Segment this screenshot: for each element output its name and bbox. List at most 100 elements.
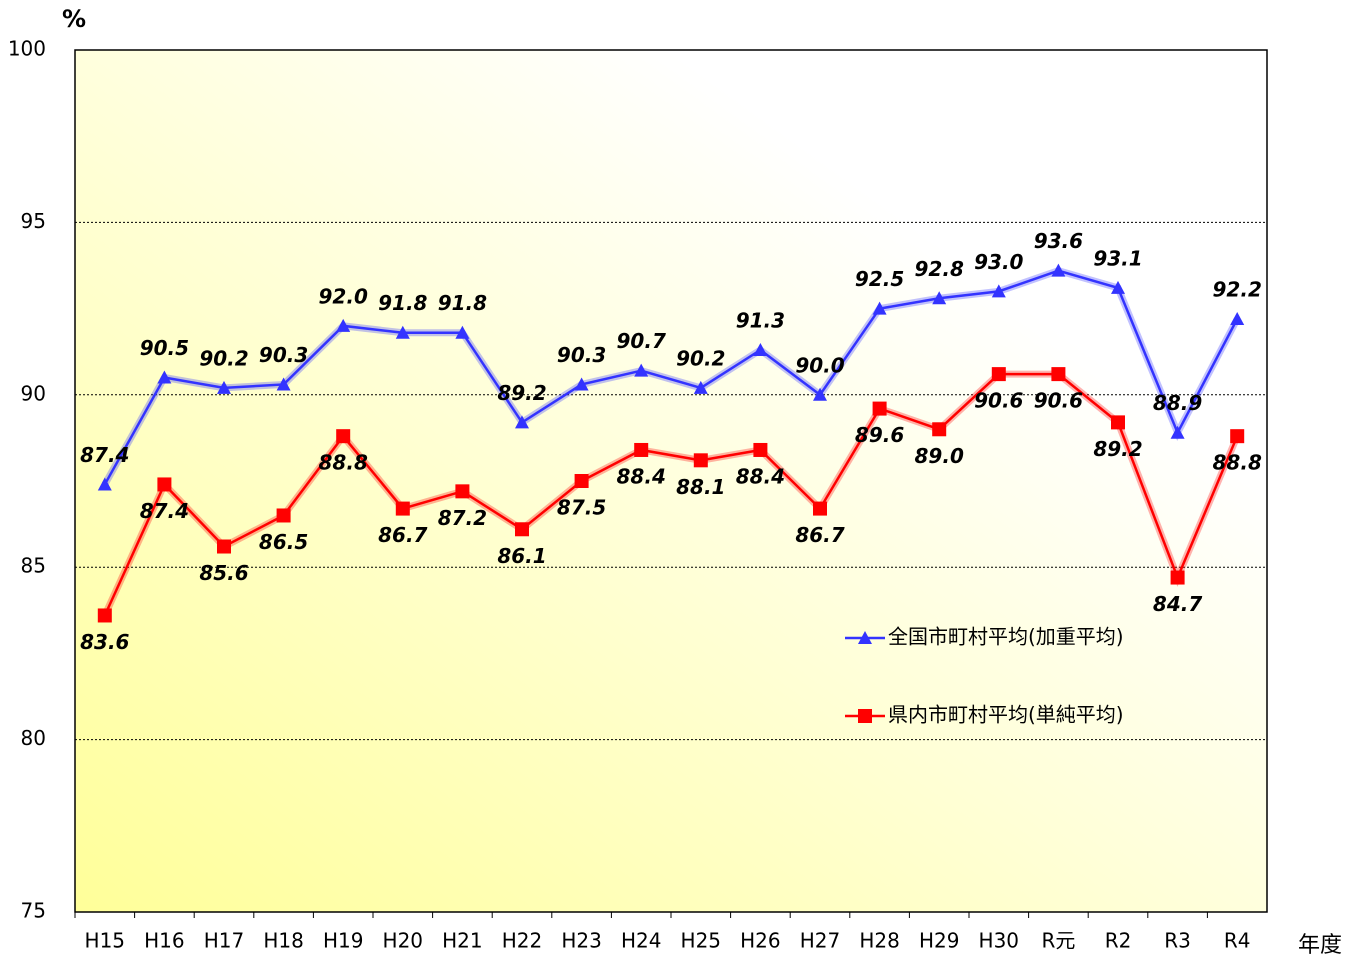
marker: [455, 484, 470, 499]
marker: [858, 631, 872, 644]
marker: [753, 342, 768, 356]
marker: [1111, 415, 1125, 430]
data-label: 92.8: [915, 257, 964, 281]
marker: [1230, 311, 1245, 325]
marker: [455, 325, 470, 339]
data-label: 89.6: [855, 423, 904, 447]
data-label: 86.7: [795, 523, 844, 547]
marker: [634, 442, 649, 457]
x-tick-label: H29: [919, 929, 960, 953]
marker: [1051, 367, 1066, 382]
data-label: 88.8: [319, 451, 368, 475]
data-label: 87.5: [557, 496, 606, 520]
x-tick-label: R2: [1105, 929, 1132, 953]
marker: [813, 501, 827, 516]
y-tick-label: 100: [8, 37, 46, 61]
x-tick-label: H24: [621, 929, 662, 953]
data-label: 88.1: [676, 475, 725, 499]
marker: [515, 415, 529, 429]
y-axis-label: %: [62, 5, 86, 33]
marker: [217, 539, 231, 554]
marker: [1051, 263, 1066, 277]
x-tick-label: R元: [1041, 929, 1075, 953]
marker: [872, 401, 887, 416]
data-label: 93.1: [1093, 246, 1142, 270]
x-tick-label: H19: [323, 929, 364, 953]
data-label: 86.7: [378, 523, 427, 547]
x-axis-label: 年度: [1298, 933, 1342, 958]
marker: [991, 367, 1006, 382]
x-tick-label: H27: [800, 929, 841, 953]
x-tick-label: H26: [740, 929, 781, 953]
x-tick-label: R3: [1164, 929, 1191, 953]
marker: [336, 429, 351, 444]
marker: [1170, 570, 1185, 585]
data-label: 91.8: [438, 291, 487, 315]
data-label: 93.6: [1034, 229, 1083, 253]
marker: [693, 453, 708, 468]
marker: [634, 363, 649, 377]
data-label: 87.4: [140, 499, 189, 523]
marker: [1111, 280, 1125, 294]
marker: [932, 422, 947, 437]
x-tick-label: H23: [561, 929, 602, 953]
x-tick-label: R4: [1224, 929, 1251, 953]
legend-label: 全国市町村平均(加重平均): [888, 625, 1124, 649]
data-label: 88.8: [1213, 451, 1262, 475]
marker: [991, 284, 1006, 298]
marker: [276, 377, 291, 391]
x-tick-label: H30: [979, 929, 1020, 953]
data-label: 91.3: [736, 308, 785, 332]
marker: [858, 709, 872, 723]
data-label: 89.2: [1093, 437, 1142, 461]
marker: [872, 301, 887, 315]
series-line: [103, 372, 1239, 616]
data-label: 88.4: [617, 464, 666, 488]
x-tick-label: H20: [383, 929, 424, 953]
marker: [1170, 425, 1185, 439]
marker: [932, 291, 947, 305]
data-label: 91.8: [378, 291, 427, 315]
x-tick-label: H17: [204, 929, 245, 953]
legend-label: 県内市町村平均(単純平均): [888, 703, 1124, 727]
data-label: 90.6: [974, 389, 1023, 413]
y-tick-label: 75: [21, 899, 46, 923]
data-label: 90.5: [140, 336, 189, 360]
data-label: 88.9: [1153, 391, 1202, 415]
marker: [157, 370, 172, 384]
marker: [693, 380, 708, 394]
marker: [1230, 429, 1245, 444]
data-label: 85.6: [199, 561, 248, 585]
marker: [574, 377, 589, 391]
marker: [574, 474, 589, 488]
data-label: 86.5: [259, 530, 308, 554]
data-label: 93.0: [974, 250, 1023, 274]
y-tick-label: 95: [21, 209, 46, 233]
marker: [515, 522, 529, 537]
marker: [395, 501, 410, 516]
y-tick-label: 90: [21, 381, 46, 405]
data-label: 87.2: [438, 506, 487, 530]
data-label: 83.6: [80, 630, 129, 654]
x-tick-label: H21: [442, 929, 483, 953]
marker: [157, 477, 172, 492]
data-label: 89.0: [915, 444, 964, 468]
data-label: 84.7: [1153, 592, 1202, 616]
x-tick-label: H22: [502, 929, 543, 953]
data-label: 90.6: [1034, 389, 1083, 413]
data-label: 89.2: [497, 381, 546, 405]
data-label: 90.3: [259, 343, 308, 367]
x-tick-label: H15: [85, 929, 126, 953]
marker: [97, 608, 112, 623]
data-label: 90.3: [557, 343, 606, 367]
y-tick-label: 80: [21, 726, 46, 750]
marker: [813, 387, 827, 401]
x-tick-label: H25: [681, 929, 722, 953]
data-label: 90.0: [795, 353, 844, 377]
data-label: 92.0: [319, 284, 368, 308]
series-line: [103, 269, 1239, 486]
plot-area: [74, 49, 1268, 913]
data-label: 88.4: [736, 464, 785, 488]
data-label: 90.2: [199, 346, 248, 370]
